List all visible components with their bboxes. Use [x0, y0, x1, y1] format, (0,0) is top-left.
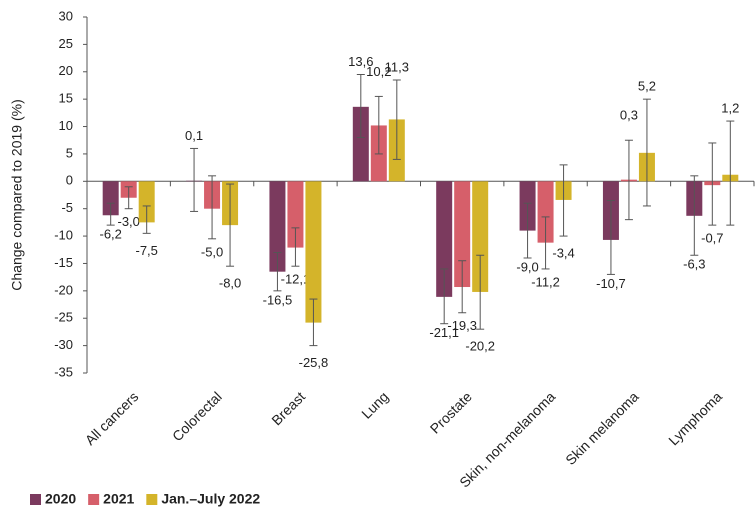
y-tick-label: 5	[66, 145, 73, 160]
value-label: 11,3	[385, 59, 409, 74]
y-tick-label: -15	[54, 255, 73, 270]
x-tick-label: Prostate	[427, 388, 475, 436]
error-bar	[291, 227, 300, 267]
bar	[287, 181, 304, 248]
value-label: 5,2	[638, 79, 656, 94]
value-label: -6,3	[683, 257, 705, 272]
value-label: -3,4	[552, 246, 574, 261]
value-label: -11,2	[531, 274, 560, 289]
legend-label: 2021	[103, 491, 134, 507]
y-tick-label: -20	[54, 282, 73, 297]
y-axis-label: Change compared to 2019 (%)	[9, 99, 25, 290]
value-label: -3,0	[117, 214, 139, 229]
bar	[472, 181, 489, 292]
y-tick-label: -30	[54, 337, 73, 352]
y-tick-label: -10	[54, 228, 73, 243]
value-label: 1,2	[721, 100, 739, 115]
legend-swatch	[88, 494, 100, 505]
x-tick-label: Skin melanoma	[562, 388, 642, 468]
value-label: -5,0	[201, 244, 223, 259]
value-label: -21,1	[429, 325, 459, 340]
error-bar	[190, 147, 199, 212]
error-bar	[309, 298, 318, 347]
error-bar	[606, 199, 615, 275]
error-bar	[559, 164, 568, 237]
legend-label: Jan.–July 2022	[161, 491, 260, 507]
value-label: -0,7	[701, 231, 723, 246]
error-bar	[273, 252, 282, 292]
legend-label: 2020	[45, 491, 76, 507]
value-label: 0,1	[185, 128, 203, 143]
value-label: -12,1	[281, 272, 311, 287]
value-label: -20,2	[465, 339, 495, 354]
x-tick-label: Lung	[358, 388, 391, 421]
error-bar	[624, 139, 633, 221]
error-bar	[208, 175, 217, 240]
value-label: 13,6	[348, 54, 373, 69]
value-label: 0,3	[620, 108, 638, 123]
y-tick-label: 20	[59, 63, 73, 78]
error-bar	[356, 74, 365, 138]
error-bar	[458, 260, 467, 314]
error-bar	[690, 175, 699, 256]
bar	[269, 181, 286, 272]
value-label: -9,0	[516, 259, 538, 274]
error-bar	[726, 120, 735, 226]
y-tick-label: -25	[54, 310, 73, 325]
x-tick-label: Breast	[268, 388, 308, 428]
value-label: -19,3	[447, 318, 477, 333]
value-label: -7,5	[135, 243, 157, 258]
bar	[436, 181, 453, 297]
y-tick-label: 15	[59, 91, 73, 106]
error-bar	[226, 183, 235, 267]
y-tick-label: -35	[54, 364, 73, 379]
error-bar	[642, 98, 651, 207]
error-bar	[541, 216, 550, 270]
value-label: -10,7	[596, 276, 626, 291]
error-bar	[476, 254, 485, 330]
value-label: -16,5	[263, 292, 293, 307]
x-tick-label: Lymphoma	[665, 388, 725, 448]
error-bar	[142, 205, 151, 234]
error-bar	[392, 79, 401, 160]
legend-swatch	[146, 494, 158, 505]
value-label: -25,8	[299, 355, 329, 370]
y-tick-label: 10	[59, 118, 73, 133]
bar	[352, 106, 369, 182]
error-bar	[708, 142, 717, 226]
x-tick-label: Colorectal	[169, 388, 225, 444]
y-tick-label: -5	[61, 200, 73, 215]
y-tick-label: 30	[59, 8, 73, 23]
error-bar	[440, 268, 449, 325]
error-bar	[106, 202, 115, 226]
y-tick-label: 25	[59, 36, 73, 51]
error-bar	[124, 186, 133, 210]
x-tick-label: All cancers	[82, 388, 142, 448]
bar	[305, 181, 322, 323]
x-tick-label: Skin, non-melanoma	[456, 388, 558, 490]
y-tick-label: 0	[66, 173, 73, 188]
value-label: -6,2	[99, 227, 121, 242]
bar	[537, 181, 554, 243]
error-bar	[523, 202, 532, 259]
bar	[102, 181, 119, 216]
value-label: -8,0	[219, 276, 241, 291]
legend-swatch	[30, 494, 41, 505]
error-bar	[374, 95, 383, 155]
value-label: 10,2	[366, 64, 391, 79]
bar	[138, 181, 155, 223]
